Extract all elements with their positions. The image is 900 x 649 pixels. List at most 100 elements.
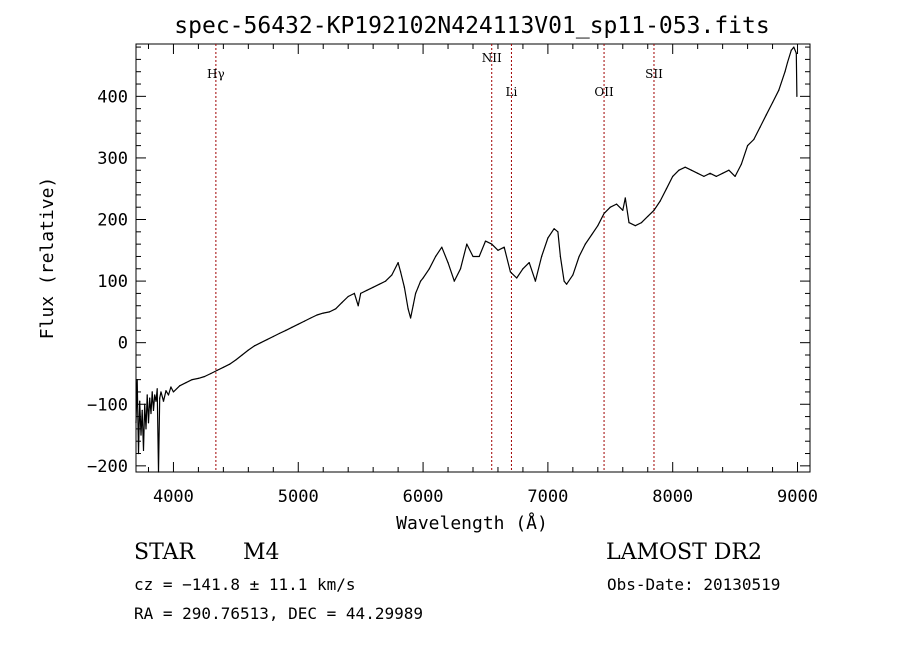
flux-point	[746, 145, 749, 147]
flux-point	[285, 329, 287, 331]
flux-point	[541, 255, 543, 258]
flux-point	[170, 386, 172, 388]
flux-point	[407, 308, 409, 310]
x-tick-label: 7000	[527, 487, 568, 507]
flux-point	[266, 338, 268, 341]
flux-point	[647, 215, 649, 218]
flux-point	[260, 342, 262, 344]
flux-point	[722, 172, 724, 174]
flux-point	[697, 172, 699, 174]
flux-point	[366, 289, 368, 291]
flux-point	[149, 397, 151, 399]
flux-point	[403, 286, 405, 288]
flux-point	[734, 175, 736, 178]
flux-point	[378, 283, 380, 285]
flux-series-line	[135, 46, 798, 473]
flux-point	[684, 166, 686, 168]
flux-point	[584, 243, 586, 245]
flux-point	[553, 228, 555, 230]
chart-title: spec-56432-KP192102N424113V01_sp11-053.f…	[174, 13, 769, 39]
flux-point	[328, 311, 331, 313]
flux-point	[778, 89, 780, 91]
flux-point	[659, 200, 661, 202]
flux-point	[347, 295, 349, 298]
flux-point	[417, 286, 419, 288]
flux-point	[793, 46, 795, 48]
flux-point	[147, 422, 150, 424]
x-tick-label: 9000	[777, 487, 818, 507]
y-tick-label: 100	[97, 272, 128, 292]
flux-point	[557, 231, 559, 233]
flux-point	[197, 377, 200, 379]
flux-point	[141, 409, 143, 412]
flux-point	[441, 246, 443, 248]
redshift-cz: cz = −141.8 ± 11.1 km/s	[134, 575, 356, 594]
flux-point	[157, 471, 160, 473]
flux-point	[412, 305, 414, 307]
flux-point	[341, 302, 343, 304]
flux-point	[784, 71, 786, 73]
flux-point	[603, 212, 605, 214]
flux-point	[428, 268, 430, 270]
flux-point	[528, 262, 530, 264]
flux-point	[151, 391, 153, 393]
flux-point	[272, 335, 274, 338]
spectral-line-label: Hγ	[207, 67, 225, 81]
flux-point	[167, 394, 170, 396]
flux-point	[165, 390, 167, 392]
spectral-line-label: OII	[594, 85, 614, 99]
flux-point	[414, 292, 417, 295]
flux-point	[634, 225, 636, 227]
flux-point	[172, 391, 175, 393]
flux-point	[397, 262, 399, 264]
spectral-line-label: SII	[645, 67, 663, 81]
series-layer	[135, 46, 798, 473]
flux-point	[578, 255, 580, 258]
y-axis-label: Flux (relative)	[37, 177, 58, 340]
flux-point	[795, 52, 797, 54]
flux-point	[144, 403, 146, 405]
flux-point	[216, 369, 218, 371]
flux-point	[715, 175, 717, 178]
y-tick-label: −200	[87, 457, 128, 477]
flux-point	[690, 169, 693, 171]
flux-point	[204, 375, 206, 378]
flux-point	[459, 268, 462, 270]
flux-point	[253, 345, 256, 347]
y-tick-label: −100	[87, 395, 128, 415]
sky-coordinates: RA = 290.76513, DEC = 44.29989	[134, 604, 423, 623]
flux-point	[765, 114, 767, 116]
flux-point	[241, 354, 243, 356]
flux-point	[753, 138, 755, 141]
flux-point	[247, 349, 249, 351]
flux-point	[622, 209, 624, 211]
spectral-line-label: NII	[482, 51, 502, 65]
flux-point	[140, 434, 142, 436]
flux-point	[709, 172, 711, 174]
flux-point	[278, 332, 281, 335]
flux-point	[146, 394, 148, 396]
flux-point	[703, 175, 705, 178]
flux-point	[572, 274, 574, 276]
flux-point	[665, 188, 668, 190]
flux-point	[771, 101, 774, 104]
flux-point	[155, 400, 157, 402]
flux-point	[653, 209, 655, 211]
flux-point	[559, 255, 561, 258]
flux-point	[434, 255, 437, 258]
flux-point	[335, 308, 337, 310]
flux-point	[316, 314, 318, 316]
flux-point	[624, 197, 626, 199]
spectral-line-markers: Hγ NII Li OII SII	[207, 44, 663, 472]
flux-point	[210, 372, 212, 375]
flux-point	[796, 95, 798, 97]
flux-point	[547, 237, 549, 239]
flux-point	[391, 274, 393, 276]
survey-label: LAMOST DR2	[606, 540, 762, 565]
flux-point	[152, 409, 155, 412]
flux-point	[310, 317, 312, 319]
flux-point	[291, 326, 293, 328]
flux-point	[422, 277, 424, 279]
flux-point	[142, 449, 145, 452]
flux-point	[160, 391, 162, 393]
